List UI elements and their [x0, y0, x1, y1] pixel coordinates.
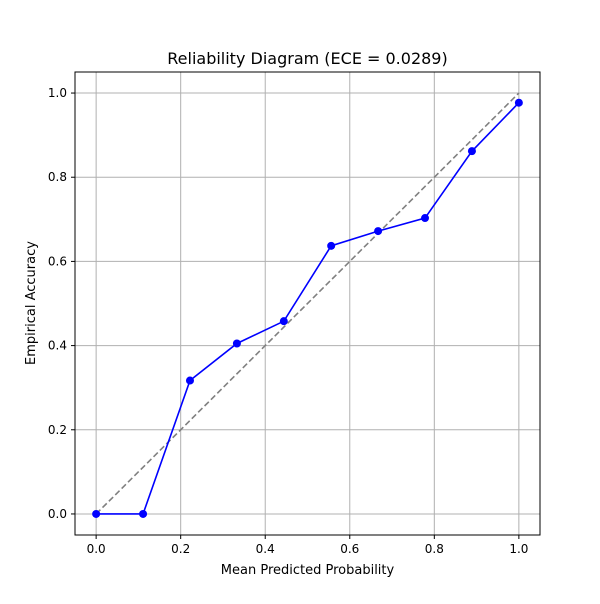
x-tick-label: 0.2	[171, 542, 190, 556]
calibration-point	[421, 214, 430, 223]
calibration-point	[92, 509, 101, 518]
x-tick-label: 0.4	[256, 542, 275, 556]
y-tick-label: 0.8	[48, 170, 67, 184]
series-layer	[92, 92, 523, 518]
calibration-curve-line	[96, 102, 520, 515]
calibration-point	[467, 147, 476, 156]
calibration-point	[232, 339, 241, 348]
y-tick-label: 0.4	[48, 339, 67, 353]
x-tick-label: 0.6	[340, 542, 359, 556]
y-tick-label: 0.0	[48, 507, 67, 521]
grid-layer	[75, 72, 540, 535]
tick-layer: 0.0 0.2 0.4 0.6 0.8 1.0 0.0 0.2 0.4 0.6 0.8 1.0	[48, 86, 529, 556]
y-tick-label: 0.6	[48, 254, 67, 268]
y-axis-label: Empirical Accuracy	[24, 241, 39, 365]
y-tick-label: 0.2	[48, 423, 67, 437]
x-tick-label: 0.0	[87, 542, 106, 556]
calibration-point	[327, 241, 336, 250]
plot-frame	[74, 71, 541, 536]
x-axis-label: Mean Predicted Probability	[221, 563, 395, 578]
calibration-point	[514, 98, 523, 107]
x-tick-label: 0.8	[425, 542, 444, 556]
y-tick-label: 1.0	[48, 86, 67, 100]
calibration-point	[139, 509, 148, 518]
chart-title: Reliability Diagram (ECE = 0.0289)	[167, 49, 447, 68]
calibration-point	[279, 317, 288, 326]
x-tick-label: 1.0	[509, 542, 528, 556]
calibration-point	[185, 376, 194, 385]
perfect-calibration-line	[95, 92, 520, 515]
calibration-point	[374, 227, 383, 236]
